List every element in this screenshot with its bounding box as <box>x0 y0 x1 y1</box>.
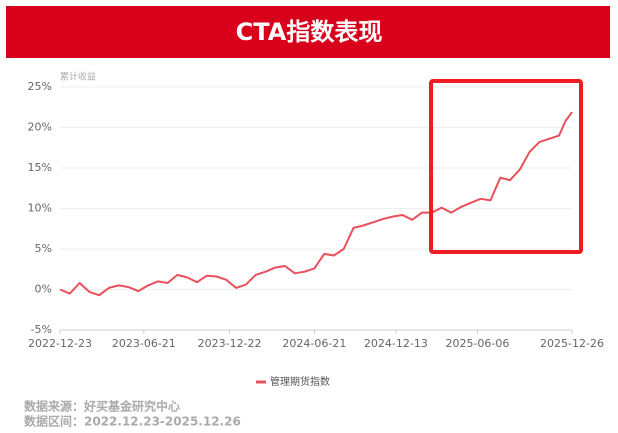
highlight-box <box>429 79 583 254</box>
x-tick-label: 2023-06-21 <box>112 337 176 350</box>
y-tick-label: 15% <box>28 161 52 174</box>
legend-label: 管理期货指数 <box>270 375 330 388</box>
x-tick-label: 2025-12-26 <box>540 337 604 350</box>
footer-period: 数据区间：2022.12.23-2025.12.26 <box>24 414 241 429</box>
x-tick-label: 2024-06-21 <box>282 337 346 350</box>
y-tick-label: 25% <box>28 80 52 93</box>
x-tick-label: 2022-12-23 <box>28 337 92 350</box>
x-tick-label: 2025-06-06 <box>445 337 509 350</box>
footer-source: 数据来源：好买基金研究中心 <box>24 399 180 414</box>
series-line <box>59 111 573 297</box>
y-tick-label: 20% <box>28 121 52 134</box>
x-tick-label: 2023-12-22 <box>198 337 262 350</box>
y-tick-label: 0% <box>35 283 52 296</box>
y-tick-label: 10% <box>28 202 52 215</box>
legend: 管理期货指数 <box>256 375 330 388</box>
y-tick-label: 5% <box>35 242 52 255</box>
chart-title: CTA指数表现 <box>236 18 383 46</box>
y-tick-label: -5% <box>31 323 52 336</box>
x-tick-label: 2024-12-13 <box>364 337 428 350</box>
y-axis-title: 累计收益 <box>60 71 96 83</box>
title-banner <box>6 6 610 58</box>
